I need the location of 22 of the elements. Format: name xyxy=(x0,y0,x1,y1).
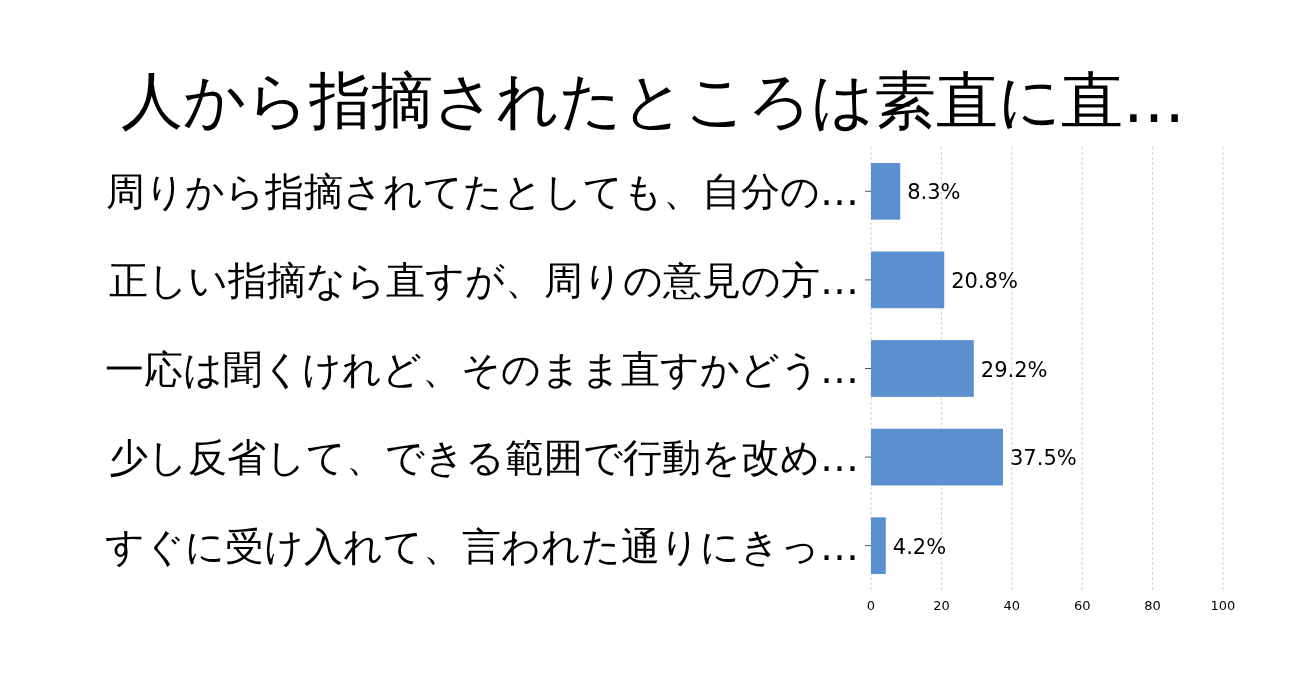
bar xyxy=(871,251,945,309)
x-tick-label: 40 xyxy=(1003,598,1021,613)
bar xyxy=(871,428,1003,486)
data-label: 8.3% xyxy=(907,180,961,205)
bar xyxy=(871,340,974,397)
x-tick-label: 20 xyxy=(933,598,950,613)
y-tick-label: 周りから指摘されてたとしても、自分の… xyxy=(106,169,859,215)
data-label: 37.5% xyxy=(1010,446,1077,471)
y-tick-label: 少し反省して、できる範囲で行動を改め… xyxy=(109,435,859,481)
data-label: 4.2% xyxy=(892,534,947,559)
x-tick-label: 80 xyxy=(1144,598,1161,613)
data-label: 29.2% xyxy=(980,357,1048,382)
x-tick-label: 100 xyxy=(1210,598,1236,613)
x-tick-label: 60 xyxy=(1073,598,1091,613)
x-tick-label: 0 xyxy=(866,598,876,613)
data-label: 20.8% xyxy=(951,268,1018,293)
chart-title: 人から指摘されたところは素直に直… xyxy=(121,64,1185,137)
y-tick-label: すぐに受け入れて、言われた通りにきっ… xyxy=(105,523,859,569)
bar xyxy=(871,162,901,220)
y-tick-label: 正しい指摘なら直すが、周りの意見の方… xyxy=(109,257,859,303)
y-tick-label: 一応は聞くけれど、そのまま直すかどう… xyxy=(105,346,859,392)
bar xyxy=(871,517,886,575)
